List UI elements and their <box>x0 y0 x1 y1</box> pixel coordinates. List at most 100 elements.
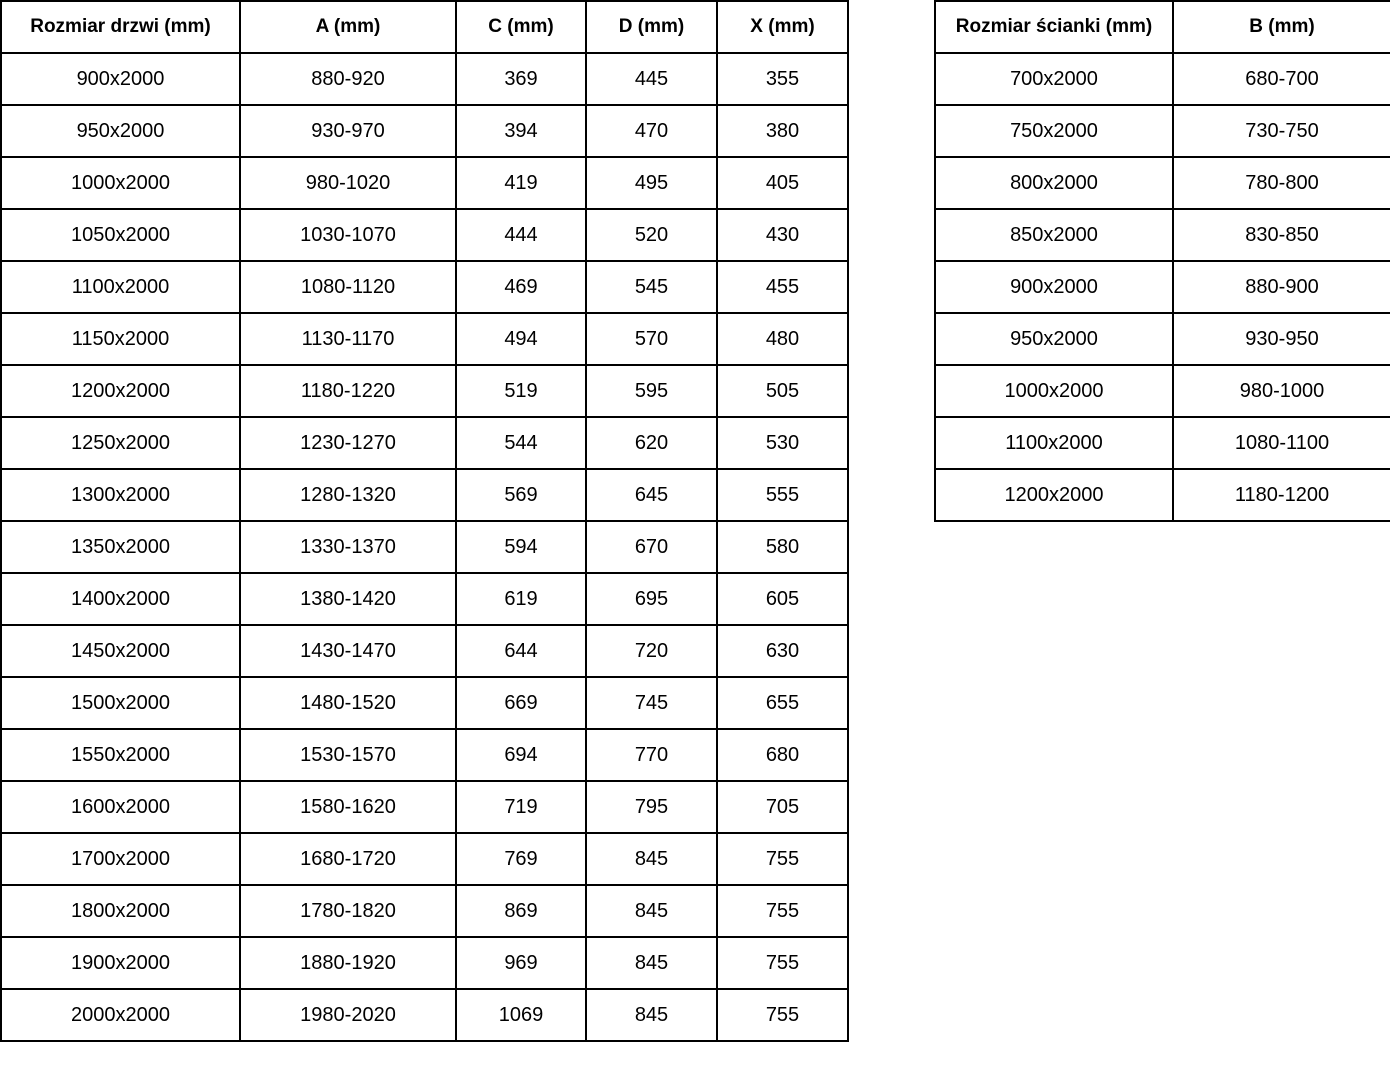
table-cell: 755 <box>716 988 849 1042</box>
table-cell: 795 <box>585 780 718 834</box>
table-cell: 644 <box>455 624 587 678</box>
table-cell: 430 <box>716 208 849 262</box>
table-cell: 544 <box>455 416 587 470</box>
table-row: 900x2000 880-900 <box>934 260 1390 314</box>
table-cell: 595 <box>585 364 718 418</box>
column-header: D (mm) <box>585 0 718 54</box>
table-row: 1200x2000 1180-1200 <box>934 468 1390 522</box>
table-cell: 1000x2000 <box>0 156 241 210</box>
table-row: 850x2000 830-850 <box>934 208 1390 262</box>
table-cell: 1180-1200 <box>1172 468 1390 522</box>
table-cell: 494 <box>455 312 587 366</box>
table-cell: 1180-1220 <box>239 364 457 418</box>
table-cell: 930-970 <box>239 104 457 158</box>
table-cell: 1300x2000 <box>0 468 241 522</box>
table-cell: 845 <box>585 936 718 990</box>
table-cell: 1080-1100 <box>1172 416 1390 470</box>
table-cell: 1100x2000 <box>0 260 241 314</box>
table-cell: 1800x2000 <box>0 884 241 938</box>
table-cell: 480 <box>716 312 849 366</box>
table-cell: 800x2000 <box>934 156 1174 210</box>
table-cell: 469 <box>455 260 587 314</box>
table-row: 1600x2000 1580-1620 719 795 705 <box>0 780 849 834</box>
table-row: 750x2000 730-750 <box>934 104 1390 158</box>
table-cell: 1400x2000 <box>0 572 241 626</box>
table-row: 1300x2000 1280-1320 569 645 555 <box>0 468 849 522</box>
table-cell: 670 <box>585 520 718 574</box>
table-cell: 530 <box>716 416 849 470</box>
table-row: 1200x2000 1180-1220 519 595 505 <box>0 364 849 418</box>
table-cell: 969 <box>455 936 587 990</box>
table-cell: 694 <box>455 728 587 782</box>
table-cell: 1230-1270 <box>239 416 457 470</box>
table-row: 950x2000 930-970 394 470 380 <box>0 104 849 158</box>
door-sizes-table: Rozmiar drzwi (mm) A (mm) C (mm) D (mm) X (m… <box>0 0 849 1042</box>
table-cell: 700x2000 <box>934 52 1174 106</box>
table-row: 1700x2000 1680-1720 769 845 755 <box>0 832 849 886</box>
table-cell: 880-900 <box>1172 260 1390 314</box>
table-row: 1100x2000 1080-1100 <box>934 416 1390 470</box>
table-cell: 900x2000 <box>934 260 1174 314</box>
table-cell: 1200x2000 <box>0 364 241 418</box>
table-cell: 1069 <box>455 988 587 1042</box>
table-cell: 1700x2000 <box>0 832 241 886</box>
table-cell: 745 <box>585 676 718 730</box>
header-row: Rozmiar ścianki (mm) B (mm) <box>934 0 1390 54</box>
table-cell: 620 <box>585 416 718 470</box>
table-cell: 1480-1520 <box>239 676 457 730</box>
table-cell: 580 <box>716 520 849 574</box>
table-row: 1500x2000 1480-1520 669 745 655 <box>0 676 849 730</box>
table-cell: 1200x2000 <box>934 468 1174 522</box>
table-row: 800x2000 780-800 <box>934 156 1390 210</box>
table-row: 1550x2000 1530-1570 694 770 680 <box>0 728 849 782</box>
table-cell: 444 <box>455 208 587 262</box>
table-row: 1900x2000 1880-1920 969 845 755 <box>0 936 849 990</box>
table-cell: 630 <box>716 624 849 678</box>
table-cell: 419 <box>455 156 587 210</box>
table-row: 1000x2000 980-1020 419 495 405 <box>0 156 849 210</box>
table-row: 1050x2000 1030-1070 444 520 430 <box>0 208 849 262</box>
table-cell: 1130-1170 <box>239 312 457 366</box>
table-cell: 1530-1570 <box>239 728 457 782</box>
table-cell: 355 <box>716 52 849 106</box>
table-cell: 950x2000 <box>0 104 241 158</box>
table-cell: 555 <box>716 468 849 522</box>
table-cell: 570 <box>585 312 718 366</box>
table-cell: 950x2000 <box>934 312 1174 366</box>
table-cell: 470 <box>585 104 718 158</box>
table-row: 2000x2000 1980-2020 1069 845 755 <box>0 988 849 1042</box>
table-cell: 730-750 <box>1172 104 1390 158</box>
table-cell: 1280-1320 <box>239 468 457 522</box>
table-row: 1100x2000 1080-1120 469 545 455 <box>0 260 849 314</box>
table-cell: 1250x2000 <box>0 416 241 470</box>
table-row: 900x2000 880-920 369 445 355 <box>0 52 849 106</box>
table-cell: 645 <box>585 468 718 522</box>
header-row: Rozmiar drzwi (mm) A (mm) C (mm) D (mm) X (m… <box>0 0 849 54</box>
table-cell: 1000x2000 <box>934 364 1174 418</box>
column-header: Rozmiar drzwi (mm) <box>0 0 241 54</box>
table-cell: 1430-1470 <box>239 624 457 678</box>
table-row: 1000x2000 980-1000 <box>934 364 1390 418</box>
table-row: 1400x2000 1380-1420 619 695 605 <box>0 572 849 626</box>
table-cell: 755 <box>716 832 849 886</box>
table-cell: 769 <box>455 832 587 886</box>
table-cell: 380 <box>716 104 849 158</box>
table-cell: 619 <box>455 572 587 626</box>
table-cell: 680 <box>716 728 849 782</box>
column-header: C (mm) <box>455 0 587 54</box>
table-cell: 1500x2000 <box>0 676 241 730</box>
table-cell: 770 <box>585 728 718 782</box>
table-cell: 405 <box>716 156 849 210</box>
table-cell: 845 <box>585 988 718 1042</box>
table-cell: 755 <box>716 884 849 938</box>
table-cell: 780-800 <box>1172 156 1390 210</box>
column-header: Rozmiar ścianki (mm) <box>934 0 1174 54</box>
table-cell: 1550x2000 <box>0 728 241 782</box>
table-cell: 869 <box>455 884 587 938</box>
table-cell: 1880-1920 <box>239 936 457 990</box>
table-cell: 680-700 <box>1172 52 1390 106</box>
table-cell: 1780-1820 <box>239 884 457 938</box>
table-cell: 755 <box>716 936 849 990</box>
table-cell: 845 <box>585 832 718 886</box>
